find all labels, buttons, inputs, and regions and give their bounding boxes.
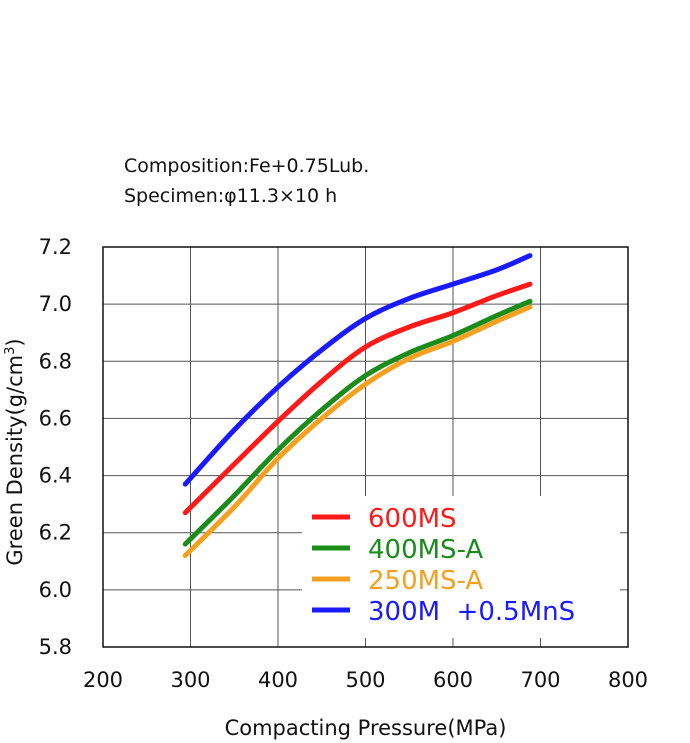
x-axis-label: Compacting Pressure(MPa) bbox=[225, 716, 507, 740]
y-axis-label-close: ) bbox=[3, 338, 27, 346]
legend-background bbox=[302, 496, 620, 638]
y-tick-label: 7.2 bbox=[39, 235, 72, 259]
composition-note: Composition:Fe+0.75Lub. bbox=[124, 155, 370, 177]
x-tick-label: 800 bbox=[608, 668, 648, 692]
x-tick-label: 700 bbox=[520, 668, 560, 692]
y-axis-label-main: Green Density(g/cm bbox=[3, 355, 27, 566]
y-tick-label: 7.0 bbox=[39, 292, 72, 316]
y-tick-label: 5.8 bbox=[39, 635, 72, 659]
y-axis-label: Green Density(g/cm3) bbox=[3, 338, 27, 565]
x-tick-label: 400 bbox=[258, 668, 298, 692]
legend-label: 250MS-A bbox=[368, 566, 483, 596]
x-tick-label: 500 bbox=[345, 668, 385, 692]
plot-frame bbox=[102, 246, 629, 648]
y-tick-label: 6.4 bbox=[39, 464, 72, 488]
y-axis-label-sup: 3 bbox=[3, 347, 18, 355]
y-tick-label: 6.2 bbox=[39, 521, 72, 545]
x-tick-label: 300 bbox=[170, 668, 210, 692]
series-line-0 bbox=[182, 281, 533, 516]
ticks: 200 300 400 500 600 700 800 5.8 6.0 6.2 6.4 6.6 6.8 7… bbox=[39, 235, 648, 692]
y-tick-label: 6.8 bbox=[39, 349, 72, 373]
series-line-2 bbox=[182, 304, 533, 559]
series-lines bbox=[182, 253, 533, 559]
specimen-note: Specimen:φ11.3×10 h bbox=[124, 185, 338, 207]
legend-label: 300M +0.5MnS bbox=[368, 597, 575, 627]
grid bbox=[103, 247, 628, 647]
legend-label: 400MS-A bbox=[368, 535, 483, 565]
series-line-3 bbox=[182, 253, 533, 487]
x-tick-label: 600 bbox=[433, 668, 473, 692]
y-tick-label: 6.6 bbox=[39, 406, 72, 430]
y-tick-label: 6.0 bbox=[39, 578, 72, 602]
x-tick-label: 200 bbox=[83, 668, 123, 692]
series-line-1 bbox=[182, 298, 533, 547]
legend-label: 600MS bbox=[368, 504, 457, 534]
